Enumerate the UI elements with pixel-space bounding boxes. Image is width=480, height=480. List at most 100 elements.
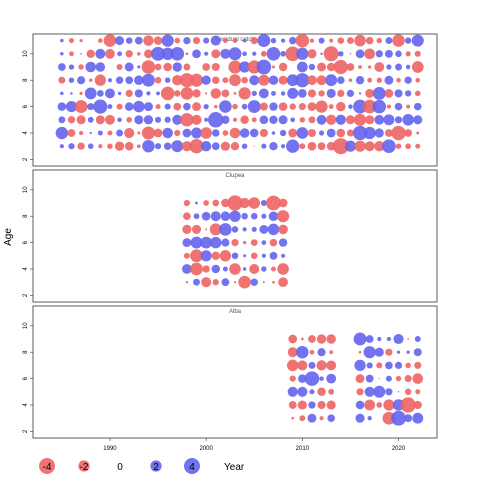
legend-title: Year [224, 462, 245, 473]
bubble [160, 86, 175, 101]
bubble [329, 38, 334, 43]
bubble [137, 131, 141, 135]
bubble [257, 34, 271, 48]
bubble [394, 89, 403, 98]
bubble [287, 386, 298, 397]
bubble [376, 37, 383, 44]
bubble [285, 46, 301, 62]
bubble [79, 91, 83, 96]
bubble [289, 103, 296, 110]
bubble [291, 416, 295, 420]
bubble [353, 332, 367, 346]
bubble [212, 129, 220, 137]
bubble [96, 90, 104, 97]
bubble [280, 51, 286, 57]
bubble [143, 115, 154, 125]
bubble [395, 375, 402, 382]
bubble [405, 362, 411, 369]
bubble [338, 51, 344, 57]
bubble [229, 210, 241, 222]
bubble [278, 277, 288, 288]
bubble [281, 38, 286, 43]
bubble [76, 115, 86, 125]
bubble [125, 37, 133, 44]
bubble [319, 416, 324, 421]
bubble [261, 253, 266, 258]
bubble [124, 102, 134, 111]
bubble [318, 90, 325, 97]
bubble [269, 102, 278, 111]
bubble [154, 63, 162, 71]
bubble [204, 117, 209, 122]
bubble [307, 413, 317, 423]
bubble [233, 92, 237, 95]
bubble [185, 52, 189, 56]
bubble [191, 114, 202, 125]
bubble [270, 266, 276, 272]
bubble [260, 50, 267, 57]
bubble [210, 236, 222, 249]
bubble [415, 389, 421, 395]
bubble [376, 77, 382, 83]
bubble [250, 37, 258, 45]
bubble [141, 126, 155, 140]
bubble [412, 412, 424, 424]
bubble [248, 197, 260, 209]
bubble [259, 115, 269, 125]
bubble [348, 78, 353, 82]
bubble [396, 350, 401, 354]
bubble [200, 250, 212, 262]
bubble [117, 117, 122, 123]
y-tick-label: 10 [23, 322, 29, 329]
bubble [88, 78, 93, 82]
bubble [270, 37, 277, 44]
bubble [183, 63, 191, 71]
bubble [241, 143, 248, 149]
bubble [414, 336, 421, 342]
bubble [326, 334, 336, 344]
bubble [124, 62, 134, 72]
bubble [288, 334, 298, 344]
bubble [89, 131, 92, 135]
bubble [297, 360, 308, 371]
bubble [261, 143, 267, 149]
bubble [316, 114, 327, 125]
bubble [231, 238, 239, 247]
bubble [214, 104, 218, 109]
bubble [308, 335, 316, 343]
bubble [251, 90, 257, 97]
y-tick-label: 10 [23, 50, 29, 57]
bubble [163, 142, 172, 150]
bubble [230, 141, 240, 151]
bubble [415, 77, 421, 83]
bubble [249, 128, 259, 138]
bubble [161, 34, 174, 47]
bubble [58, 76, 66, 84]
bubble [405, 143, 411, 150]
bubble [134, 89, 143, 98]
bubble [402, 114, 414, 126]
bubble [143, 102, 153, 112]
bubble [161, 47, 174, 61]
bubble [269, 115, 278, 125]
bubble [190, 262, 203, 276]
bubble [67, 116, 76, 124]
bubble [228, 60, 242, 74]
bubble [344, 140, 357, 152]
bubble [413, 400, 422, 410]
bubble [87, 116, 94, 123]
bubble [337, 76, 345, 84]
bubble [240, 115, 249, 125]
bubble [328, 104, 334, 110]
bubble [296, 345, 309, 359]
bubble [241, 76, 248, 84]
panel-frame [32, 33, 438, 167]
bubble [242, 267, 247, 271]
bubble [386, 104, 392, 109]
bubble [365, 335, 374, 343]
bubble [353, 99, 367, 114]
bubble [374, 114, 385, 125]
bubble [352, 125, 368, 141]
bubble [355, 76, 365, 85]
bubble [404, 129, 412, 137]
